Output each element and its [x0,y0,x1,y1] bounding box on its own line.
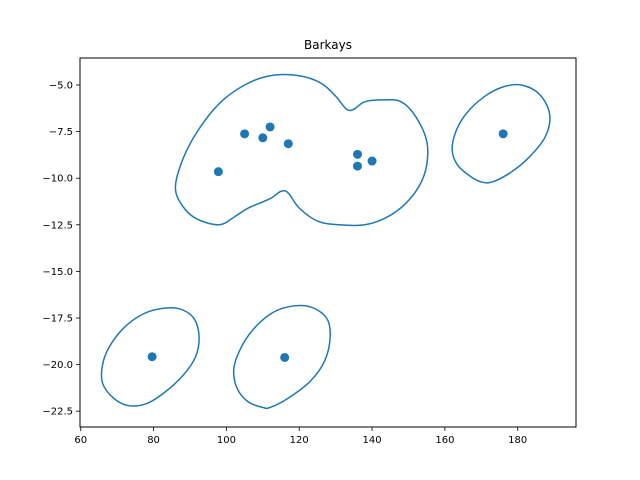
data-point-2 [240,129,250,139]
x-axis: 60 80 100 120 140 160 180 [74,427,527,446]
data-point-4 [265,122,275,132]
y-tick-label-6: −20.0 [42,360,73,371]
data-point-5 [283,139,293,149]
data-point-8 [367,156,377,166]
y-tick-label-2: −10.0 [42,174,73,185]
plot-frame [79,57,577,428]
y-tick-label-4: −15.0 [42,267,73,278]
y-tick-label-0: −5.0 [49,81,73,92]
x-tick-label-120: 120 [290,435,309,446]
y-tick-label-7: −22.5 [42,407,73,418]
x-tick-label-160: 160 [435,435,454,446]
data-point-3 [258,133,268,143]
x-tick-label-60: 60 [74,435,87,446]
data-point-1 [213,167,223,177]
x-tick-label-140: 140 [363,435,382,446]
contour-lines [100,73,551,410]
y-tick-label-5: −17.5 [42,313,73,324]
data-point-7 [352,161,362,171]
data-point-10 [147,352,157,362]
y-axis: −5.0 −7.5 −10.0 −12.5 −15.0 −17.5 −20.0 −22.5 [42,81,80,418]
x-tick-label-180: 180 [508,435,527,446]
x-tick-label-100: 100 [217,435,236,446]
contour-2 [451,83,551,184]
contour-3 [100,306,200,407]
x-tick-label-80: 80 [147,435,160,446]
scatter-points [147,122,508,362]
data-point-9 [498,129,508,139]
chart-title: Barkays [304,38,352,52]
contour-4 [232,304,332,410]
contour-1 [174,73,429,227]
data-point-11 [280,352,290,362]
y-tick-label-3: −12.5 [42,220,73,231]
data-point-6 [352,149,362,159]
y-tick-label-1: −7.5 [49,127,73,138]
